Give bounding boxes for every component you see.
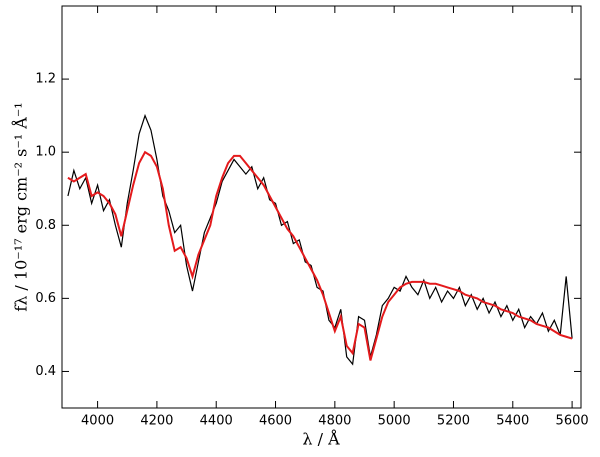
x-tick-label: 4600 [259, 414, 292, 429]
y-tick-label: 0.8 [35, 218, 56, 233]
x-tick-label: 4200 [140, 414, 173, 429]
y-axis-label: fλ / 10⁻¹⁷ erg cm⁻² s⁻¹ Å⁻¹ [11, 102, 31, 311]
x-tick-label: 5400 [496, 414, 529, 429]
y-tick-label: 1.0 [35, 145, 56, 160]
x-tick-label: 4800 [318, 414, 351, 429]
y-tick-label: 1.2 [35, 72, 56, 87]
series-line [67, 150, 573, 361]
x-tick-label: 5600 [556, 414, 589, 429]
x-tick-label: 5000 [378, 414, 411, 429]
y-tick-label: 0.4 [35, 364, 56, 379]
plot-frame [61, 5, 582, 409]
x-axis-label: λ / Å [302, 429, 340, 449]
y-tick-label: 0.6 [35, 291, 56, 306]
x-tick-label: 5200 [437, 414, 470, 429]
x-tick-label: 4000 [81, 414, 114, 429]
x-tick-label: 4400 [200, 414, 233, 429]
